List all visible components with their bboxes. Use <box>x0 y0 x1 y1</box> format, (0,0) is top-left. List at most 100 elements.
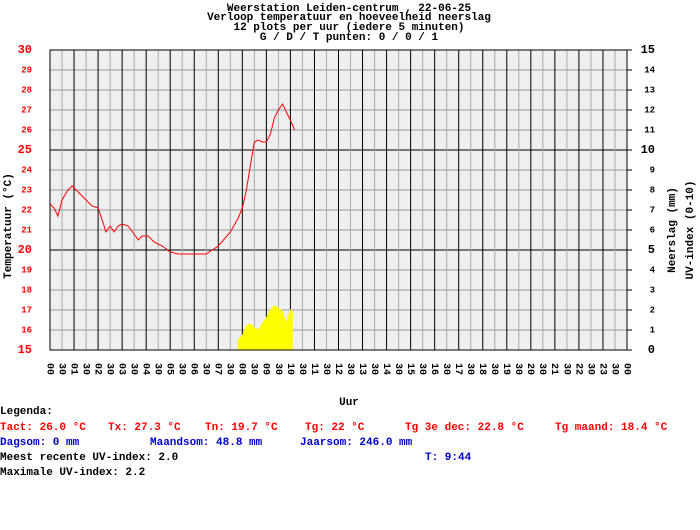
y2-tick-label: 9 <box>650 165 655 175</box>
legend-item: Maximale UV-index: 2.2 <box>0 467 145 479</box>
chart-subtitle: 12 plots per uur (iedere 5 minuten) <box>233 22 464 34</box>
x-axis-label: Uur <box>339 397 359 409</box>
x-tick-label: 30 <box>272 363 283 375</box>
y2-tick-label: 8 <box>650 185 655 195</box>
x-tick-label: 30 <box>128 363 139 375</box>
x-tick-label: 00 <box>43 363 54 375</box>
legend-item: Tn: 19.7 °C <box>205 422 278 434</box>
x-tick-label: 30 <box>392 363 403 375</box>
x-tick-label: 30 <box>512 363 523 375</box>
x-tick-label: 13 <box>356 363 367 375</box>
x-tick-label: 11 <box>308 363 319 375</box>
y-tick-label: 17 <box>21 305 32 315</box>
x-tick-label: 03 <box>115 363 126 375</box>
y2-tick-label: 4 <box>650 265 656 275</box>
y2-axis-label: UV-index (0-10) <box>685 180 697 279</box>
legend-item: Meest recente UV-index: 2.0 <box>0 452 178 464</box>
x-tick-label: 30 <box>584 363 595 375</box>
x-tick-label: 30 <box>464 363 475 375</box>
x-tick-label: 30 <box>103 363 114 375</box>
x-tick-label: 30 <box>320 363 331 375</box>
legend-item: Tx: 27.3 °C <box>108 422 181 434</box>
y2-tick-label: 2 <box>650 305 655 315</box>
x-tick-label: 30 <box>440 363 451 375</box>
x-tick-label: 30 <box>488 363 499 375</box>
y-tick-label: 24 <box>21 165 32 175</box>
legend-time: T: 9:44 <box>425 452 472 464</box>
y-axis-label: Temperatuur (°C) <box>3 173 15 279</box>
y2-tick-label: 15 <box>641 43 655 57</box>
y-tick-label: 20 <box>18 243 32 257</box>
y-tick-label: 18 <box>21 285 32 295</box>
x-tick-label: 15 <box>404 363 415 375</box>
legend-item: Jaarsom: 246.0 mm <box>300 437 413 449</box>
x-tick-label: 06 <box>188 363 199 375</box>
y2-tick-label: 1 <box>650 325 656 335</box>
x-tick-label: 30 <box>344 363 355 375</box>
x-tick-label: 30 <box>368 363 379 375</box>
x-tick-label: 30 <box>560 363 571 375</box>
x-tick-label: 14 <box>380 363 391 375</box>
x-tick-label: 16 <box>428 363 439 375</box>
y-tick-label: 19 <box>21 265 32 275</box>
chart-subtitle: G / D / T punten: 0 / 0 / 1 <box>260 32 439 44</box>
x-tick-label: 17 <box>452 363 463 375</box>
y-tick-label: 15 <box>18 343 32 357</box>
chart-title: Weerstation Leiden-centrum , 22-06-25 <box>227 3 472 15</box>
legend-item: Tg 3e dec: 22.8 °C <box>405 422 524 434</box>
x-tick-label: 30 <box>152 363 163 375</box>
legend-item: Tg: 22 °C <box>305 422 365 434</box>
x-tick-label: 07 <box>212 363 223 375</box>
uv-area <box>237 305 293 351</box>
y2-tick-label: 10 <box>641 143 655 157</box>
y-tick-label: 22 <box>21 205 32 215</box>
y-tick-label: 23 <box>21 185 32 195</box>
x-tick-label: 30 <box>176 363 187 375</box>
x-tick-label: 09 <box>260 363 271 375</box>
y2-tick-label: 7 <box>650 205 655 215</box>
x-tick-label: 04 <box>140 363 151 375</box>
y2-axis-label: Neerslag (mm) <box>667 187 679 273</box>
chart-subtitle: Verloop temperatuur en hoeveelheid neers… <box>207 12 491 24</box>
y2-tick-label: 0 <box>648 343 655 357</box>
legend-item: Tg maand: 18.4 °C <box>555 422 668 434</box>
y2-tick-label: 5 <box>648 243 655 257</box>
x-tick-label: 01 <box>67 363 78 375</box>
y2-tick-label: 14 <box>644 65 655 75</box>
plot-frame <box>49 49 628 351</box>
x-tick-label: 30 <box>416 363 427 375</box>
x-tick-label: 30 <box>79 363 90 375</box>
x-tick-label: 30 <box>536 363 547 375</box>
y-tick-label: 26 <box>21 125 32 135</box>
y2-tick-label: 6 <box>650 225 655 235</box>
x-tick-label: 02 <box>91 363 102 375</box>
x-tick-label: 21 <box>548 363 559 375</box>
y-tick-label: 30 <box>18 43 32 57</box>
x-tick-label: 10 <box>284 363 295 375</box>
x-tick-label: 30 <box>224 363 235 375</box>
y2-tick-label: 12 <box>644 105 655 115</box>
x-tick-label: 20 <box>524 363 535 375</box>
y-tick-label: 16 <box>21 325 32 335</box>
legend-item: Dagsom: 0 mm <box>0 437 80 449</box>
y2-tick-label: 13 <box>644 85 655 95</box>
x-tick-label: 12 <box>332 363 343 375</box>
x-tick-label: 19 <box>500 363 511 375</box>
y2-tick-label: 3 <box>650 285 655 295</box>
x-tick-label: 05 <box>164 363 175 375</box>
legend-item: Tact: 26.0 °C <box>0 422 86 434</box>
y-tick-label: 27 <box>21 105 32 115</box>
x-tick-label: 30 <box>55 363 66 375</box>
temperature-line <box>49 103 295 255</box>
y-tick-label: 21 <box>21 225 32 235</box>
x-tick-label: 23 <box>596 363 607 375</box>
x-tick-label: 30 <box>200 363 211 375</box>
legend-heading: Legenda: <box>0 406 53 418</box>
legend-item: Maandsom: 48.8 mm <box>150 437 263 449</box>
x-tick-label: 30 <box>248 363 259 375</box>
x-tick-label: 22 <box>572 363 583 375</box>
x-tick-label: 00 <box>620 363 631 375</box>
y-tick-label: 28 <box>21 85 32 95</box>
x-tick-label: 08 <box>236 363 247 375</box>
